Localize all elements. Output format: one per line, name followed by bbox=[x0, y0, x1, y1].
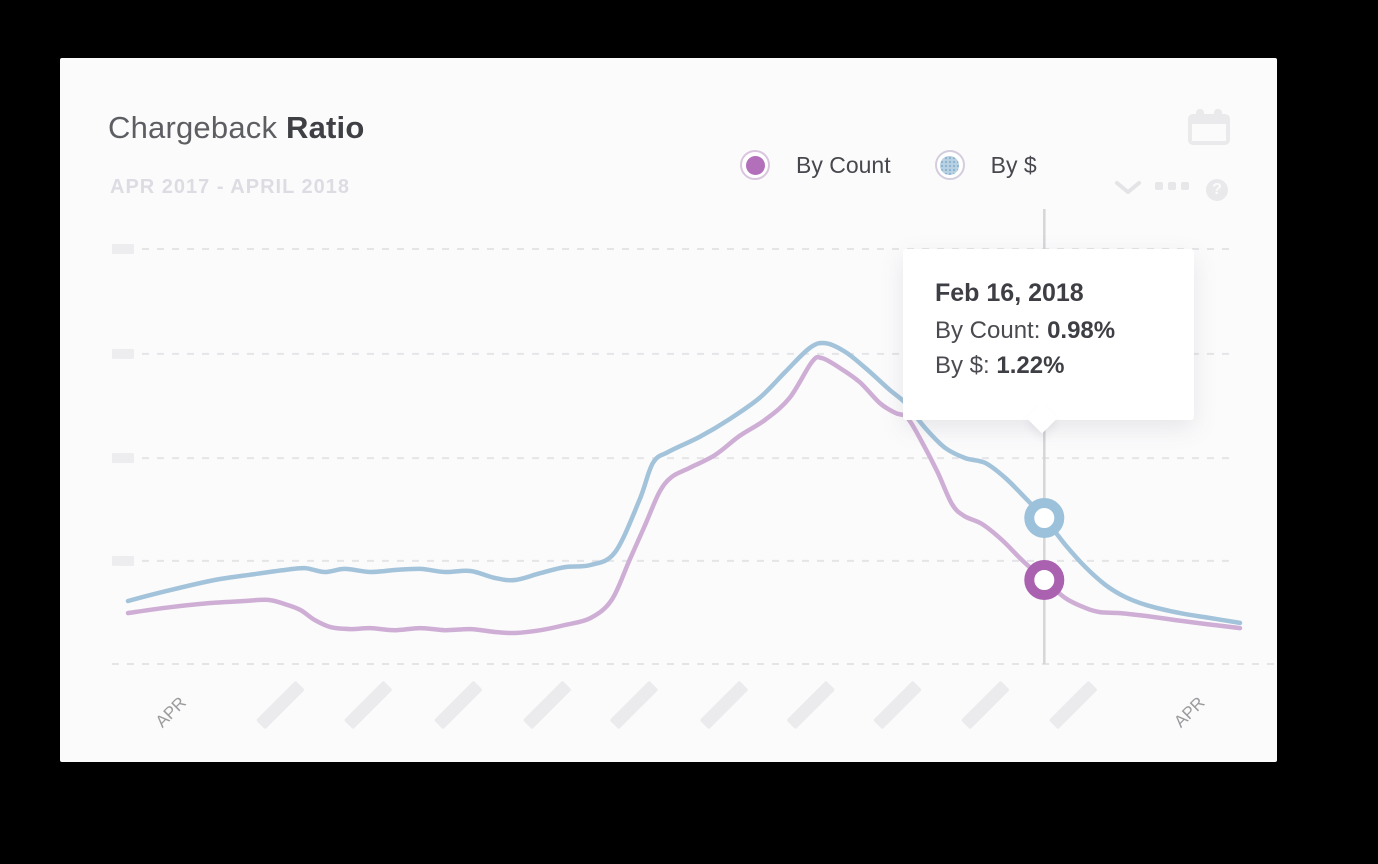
title-word-light: Chargeback bbox=[108, 110, 278, 145]
chart-legend: By Count By $ bbox=[740, 150, 1037, 180]
chart-tooltip: Feb 16, 2018 By Count: 0.98% By $: 1.22% bbox=[903, 249, 1194, 434]
title-word-bold: Ratio bbox=[285, 110, 365, 145]
tooltip-row-by-dollar: By $: 1.22% bbox=[935, 352, 1065, 379]
help-icon[interactable]: ? bbox=[1206, 179, 1228, 201]
date-range-subtitle: APR 2017 - APRIL 2018 bbox=[110, 176, 350, 198]
legend-item-by-count[interactable]: By Count bbox=[740, 150, 891, 180]
page-title: Chargeback Ratio bbox=[108, 110, 364, 146]
ellipsis-icon[interactable] bbox=[1155, 182, 1189, 190]
legend-item-by-dollar[interactable]: By $ bbox=[934, 150, 1037, 180]
svg-text:APR: APR bbox=[152, 693, 190, 731]
x-axis: APR APR bbox=[152, 681, 1208, 731]
legend-label-by-count: By Count bbox=[796, 151, 891, 178]
highlight-markers bbox=[1024, 498, 1065, 600]
y-axis-redacted-ticks bbox=[112, 244, 134, 566]
by-count-swatch-icon bbox=[740, 150, 770, 180]
tooltip-date: Feb 16, 2018 bbox=[935, 279, 1084, 307]
legend-label-by-dollar: By $ bbox=[990, 151, 1037, 178]
tooltip-row-by-count: By Count: 0.98% bbox=[935, 317, 1116, 344]
svg-text:APR: APR bbox=[1170, 693, 1208, 731]
chevron-down-icon[interactable] bbox=[1114, 180, 1142, 196]
by-dollar-swatch-icon bbox=[934, 150, 965, 180]
chargeback-ratio-card: APR APR Chargeback Ratio APR 2017 - APRIL… bbox=[60, 58, 1277, 762]
calendar-icon[interactable] bbox=[1186, 108, 1232, 146]
